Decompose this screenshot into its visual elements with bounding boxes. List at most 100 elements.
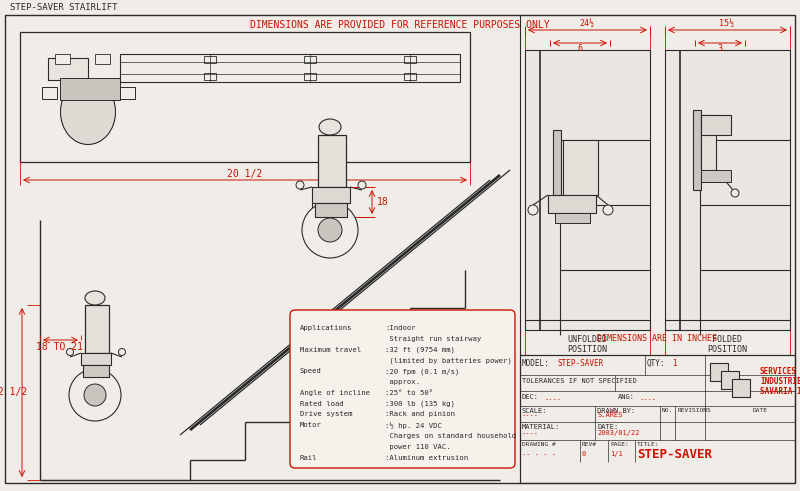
Ellipse shape — [85, 291, 105, 305]
Bar — [55, 54, 70, 64]
Circle shape — [66, 349, 74, 355]
Text: NO.: NO. — [662, 408, 674, 413]
Ellipse shape — [61, 80, 115, 144]
Text: :Rack and pinion: :Rack and pinion — [385, 411, 455, 417]
Text: Drive system: Drive system — [300, 411, 353, 417]
Bar — [120, 54, 460, 82]
Circle shape — [302, 202, 358, 258]
Text: approx.: approx. — [385, 379, 420, 385]
Bar — [693, 110, 701, 190]
Text: Applications: Applications — [300, 325, 353, 331]
Text: 0: 0 — [582, 451, 586, 457]
Text: :25° to 50°: :25° to 50° — [385, 390, 433, 396]
Text: ----: ---- — [640, 396, 657, 402]
Text: MODEL:: MODEL: — [522, 359, 550, 368]
Text: (limited by batteries power): (limited by batteries power) — [385, 357, 512, 364]
Bar — [404, 56, 416, 63]
Text: :300 lb (135 kg): :300 lb (135 kg) — [385, 401, 455, 407]
Circle shape — [528, 205, 538, 215]
Text: TOLERANCES IF NOT SPECIFIED: TOLERANCES IF NOT SPECIFIED — [522, 378, 637, 384]
Bar — [721, 371, 739, 389]
Bar — [404, 73, 416, 80]
Text: :Indoor: :Indoor — [385, 325, 416, 331]
Text: 20 1/2: 20 1/2 — [227, 169, 262, 179]
Text: :Aluminum extrusion: :Aluminum extrusion — [385, 455, 468, 461]
Text: Straight run stairway: Straight run stairway — [385, 336, 482, 342]
Bar — [563, 140, 598, 195]
Text: STEP-SAVER: STEP-SAVER — [558, 358, 604, 367]
Bar — [42, 87, 57, 99]
Bar — [553, 130, 561, 210]
Text: REV#: REV# — [582, 442, 597, 447]
Bar — [304, 73, 316, 80]
Text: Rail: Rail — [300, 455, 318, 461]
FancyBboxPatch shape — [290, 310, 515, 468]
Bar — [315, 203, 347, 217]
Bar — [312, 187, 350, 203]
Text: -- - - -: -- - - - — [522, 451, 556, 457]
Text: Speed: Speed — [300, 368, 322, 374]
Text: S.ARÉS: S.ARÉS — [597, 412, 622, 418]
Bar — [548, 195, 596, 213]
Text: QTY:: QTY: — [647, 359, 666, 368]
Bar — [20, 32, 470, 162]
Bar — [710, 363, 728, 381]
Circle shape — [318, 218, 342, 242]
Bar — [701, 115, 731, 135]
Text: 18: 18 — [377, 197, 389, 207]
Text: Rated load: Rated load — [300, 401, 344, 407]
Bar — [525, 50, 650, 330]
Circle shape — [69, 369, 121, 421]
Text: STEP-SAVER STAIRLIFT: STEP-SAVER STAIRLIFT — [10, 3, 118, 12]
Bar — [318, 135, 346, 187]
Bar — [204, 73, 216, 80]
Text: DRAWN BY:: DRAWN BY: — [597, 408, 635, 414]
Text: 15½: 15½ — [719, 19, 734, 28]
Text: 2003/01/22: 2003/01/22 — [597, 430, 639, 436]
Circle shape — [84, 384, 106, 406]
Text: 1/1: 1/1 — [610, 451, 622, 457]
Bar — [732, 379, 750, 397]
Text: INDUSTRIELS: INDUSTRIELS — [760, 377, 800, 386]
Text: power 110 VAC.: power 110 VAC. — [385, 444, 450, 450]
Text: STEP-SAVER: STEP-SAVER — [637, 447, 712, 461]
Circle shape — [118, 349, 126, 355]
Text: Angle of incline: Angle of incline — [300, 390, 370, 396]
Text: TITLE:: TITLE: — [637, 442, 659, 447]
Text: SERVICES: SERVICES — [760, 367, 797, 376]
Text: ----: ---- — [522, 412, 539, 418]
Text: 22 1/2: 22 1/2 — [0, 387, 28, 397]
Text: :½ hp. 24 VDC: :½ hp. 24 VDC — [385, 422, 442, 429]
Text: Motor: Motor — [300, 422, 322, 428]
Text: ----: ---- — [522, 430, 539, 436]
Text: DRAWING #: DRAWING # — [522, 442, 556, 447]
Text: :32 ft (9754 mm): :32 ft (9754 mm) — [385, 347, 455, 353]
Text: UNFOLDED
POSITION: UNFOLDED POSITION — [567, 335, 607, 355]
Text: REVISIONS: REVISIONS — [678, 408, 712, 413]
Text: 24½: 24½ — [579, 19, 594, 28]
Bar — [701, 115, 716, 170]
Text: 3: 3 — [718, 44, 722, 53]
Circle shape — [603, 205, 613, 215]
Bar — [204, 56, 216, 63]
Text: DIMENSIONS ARE PROVIDED FOR REFERENCE PURPOSES ONLY: DIMENSIONS ARE PROVIDED FOR REFERENCE PU… — [250, 20, 550, 30]
Text: 18 TO 21: 18 TO 21 — [37, 342, 83, 352]
Text: 6: 6 — [578, 44, 582, 53]
Bar — [701, 170, 731, 182]
Text: ANG:: ANG: — [618, 394, 635, 400]
Bar — [665, 50, 790, 330]
Text: MATERIAL:: MATERIAL: — [522, 424, 560, 430]
Circle shape — [731, 189, 739, 197]
Text: DATE: DATE — [753, 408, 768, 413]
Bar — [120, 87, 135, 99]
Text: DIMENSIONS ARE IN INCHES: DIMENSIONS ARE IN INCHES — [597, 334, 717, 343]
Text: FOLDED
POSITION: FOLDED POSITION — [707, 335, 747, 355]
Text: SCALE:: SCALE: — [522, 408, 547, 414]
Text: Maximum travel: Maximum travel — [300, 347, 362, 353]
Circle shape — [358, 181, 366, 189]
Text: :20 fpm (0.1 m/s): :20 fpm (0.1 m/s) — [385, 368, 459, 375]
Bar — [304, 56, 316, 63]
Circle shape — [296, 181, 304, 189]
Bar — [83, 365, 109, 377]
Text: PAGE:: PAGE: — [610, 442, 629, 447]
